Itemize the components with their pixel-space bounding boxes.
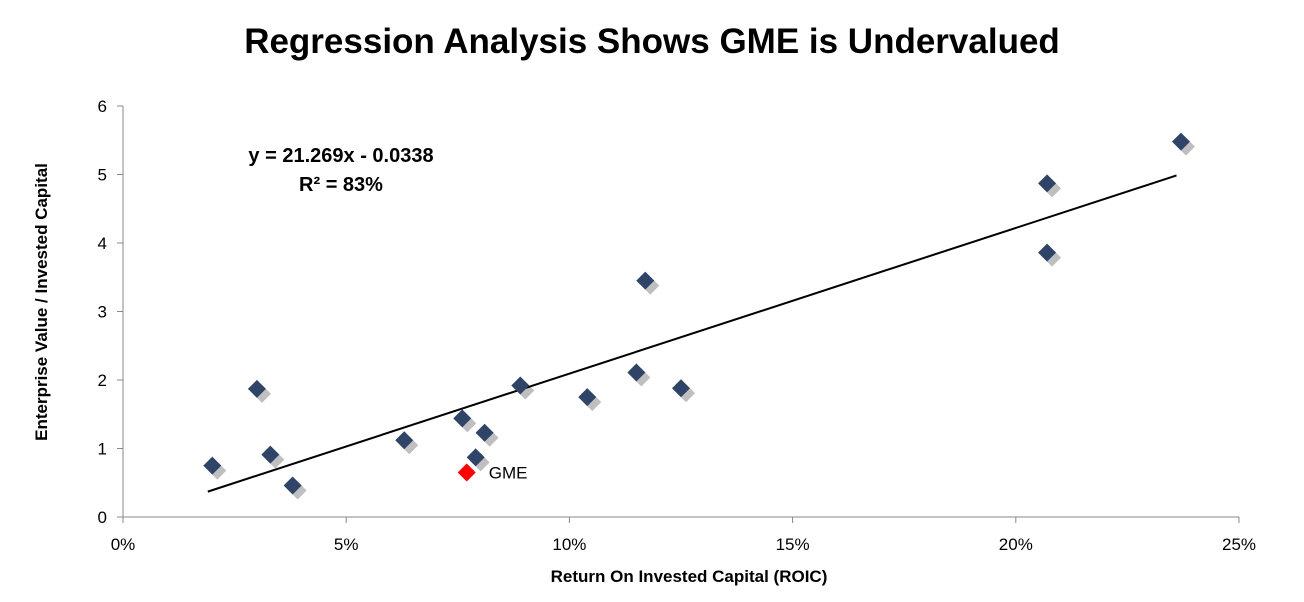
x-tick-labels: 0% 5% 10% 15% 20% 25%	[111, 535, 1256, 554]
x-tick-label: 0%	[111, 535, 136, 554]
x-tick-label: 5%	[334, 535, 359, 554]
data-point	[475, 423, 494, 442]
data-point	[511, 376, 530, 395]
y-tick-label: 4	[98, 234, 107, 253]
y-axis-title: Enterprise Value / Invested Capital	[32, 163, 51, 441]
regression-equation: y = 21.269x - 0.0338	[248, 145, 433, 167]
data-point	[247, 379, 266, 398]
data-point	[1038, 174, 1057, 193]
axes	[117, 105, 1240, 523]
data-point	[578, 388, 597, 407]
trendline	[207, 174, 1177, 493]
data-point	[672, 379, 690, 398]
data-point	[203, 456, 222, 475]
r-squared-label: R² = 83%	[299, 174, 383, 196]
gme-point	[457, 463, 476, 482]
x-tick-label: 25%	[1222, 535, 1256, 554]
data-point	[283, 476, 302, 495]
data-point	[627, 363, 646, 382]
x-tick-label: 10%	[552, 535, 586, 554]
y-tick-label: 6	[98, 97, 107, 116]
data-point	[1038, 243, 1057, 262]
chart-title: Regression Analysis Shows GME is Underva…	[244, 22, 1060, 61]
data-point	[1171, 132, 1190, 151]
y-tick-label: 5	[98, 166, 107, 185]
point-label-gme: GME	[489, 463, 528, 482]
y-tick-label: 2	[98, 371, 107, 390]
data-point	[261, 445, 280, 464]
point-labels: GME	[489, 463, 528, 482]
y-tick-label: 1	[98, 440, 107, 459]
trendline-group	[207, 174, 1177, 493]
data-point	[453, 409, 472, 428]
data-point	[395, 431, 414, 450]
data-point	[636, 271, 655, 290]
data-points	[203, 132, 1190, 495]
y-tick-labels: 0 1 2 3 4 5 6	[98, 97, 107, 527]
data-point	[466, 448, 485, 467]
x-tick-label: 20%	[999, 535, 1033, 554]
y-tick-label: 0	[98, 508, 107, 527]
y-tick-label: 3	[98, 303, 107, 322]
x-tick-label: 15%	[776, 535, 810, 554]
x-axis-title: Return On Invested Capital (ROIC)	[551, 567, 828, 586]
